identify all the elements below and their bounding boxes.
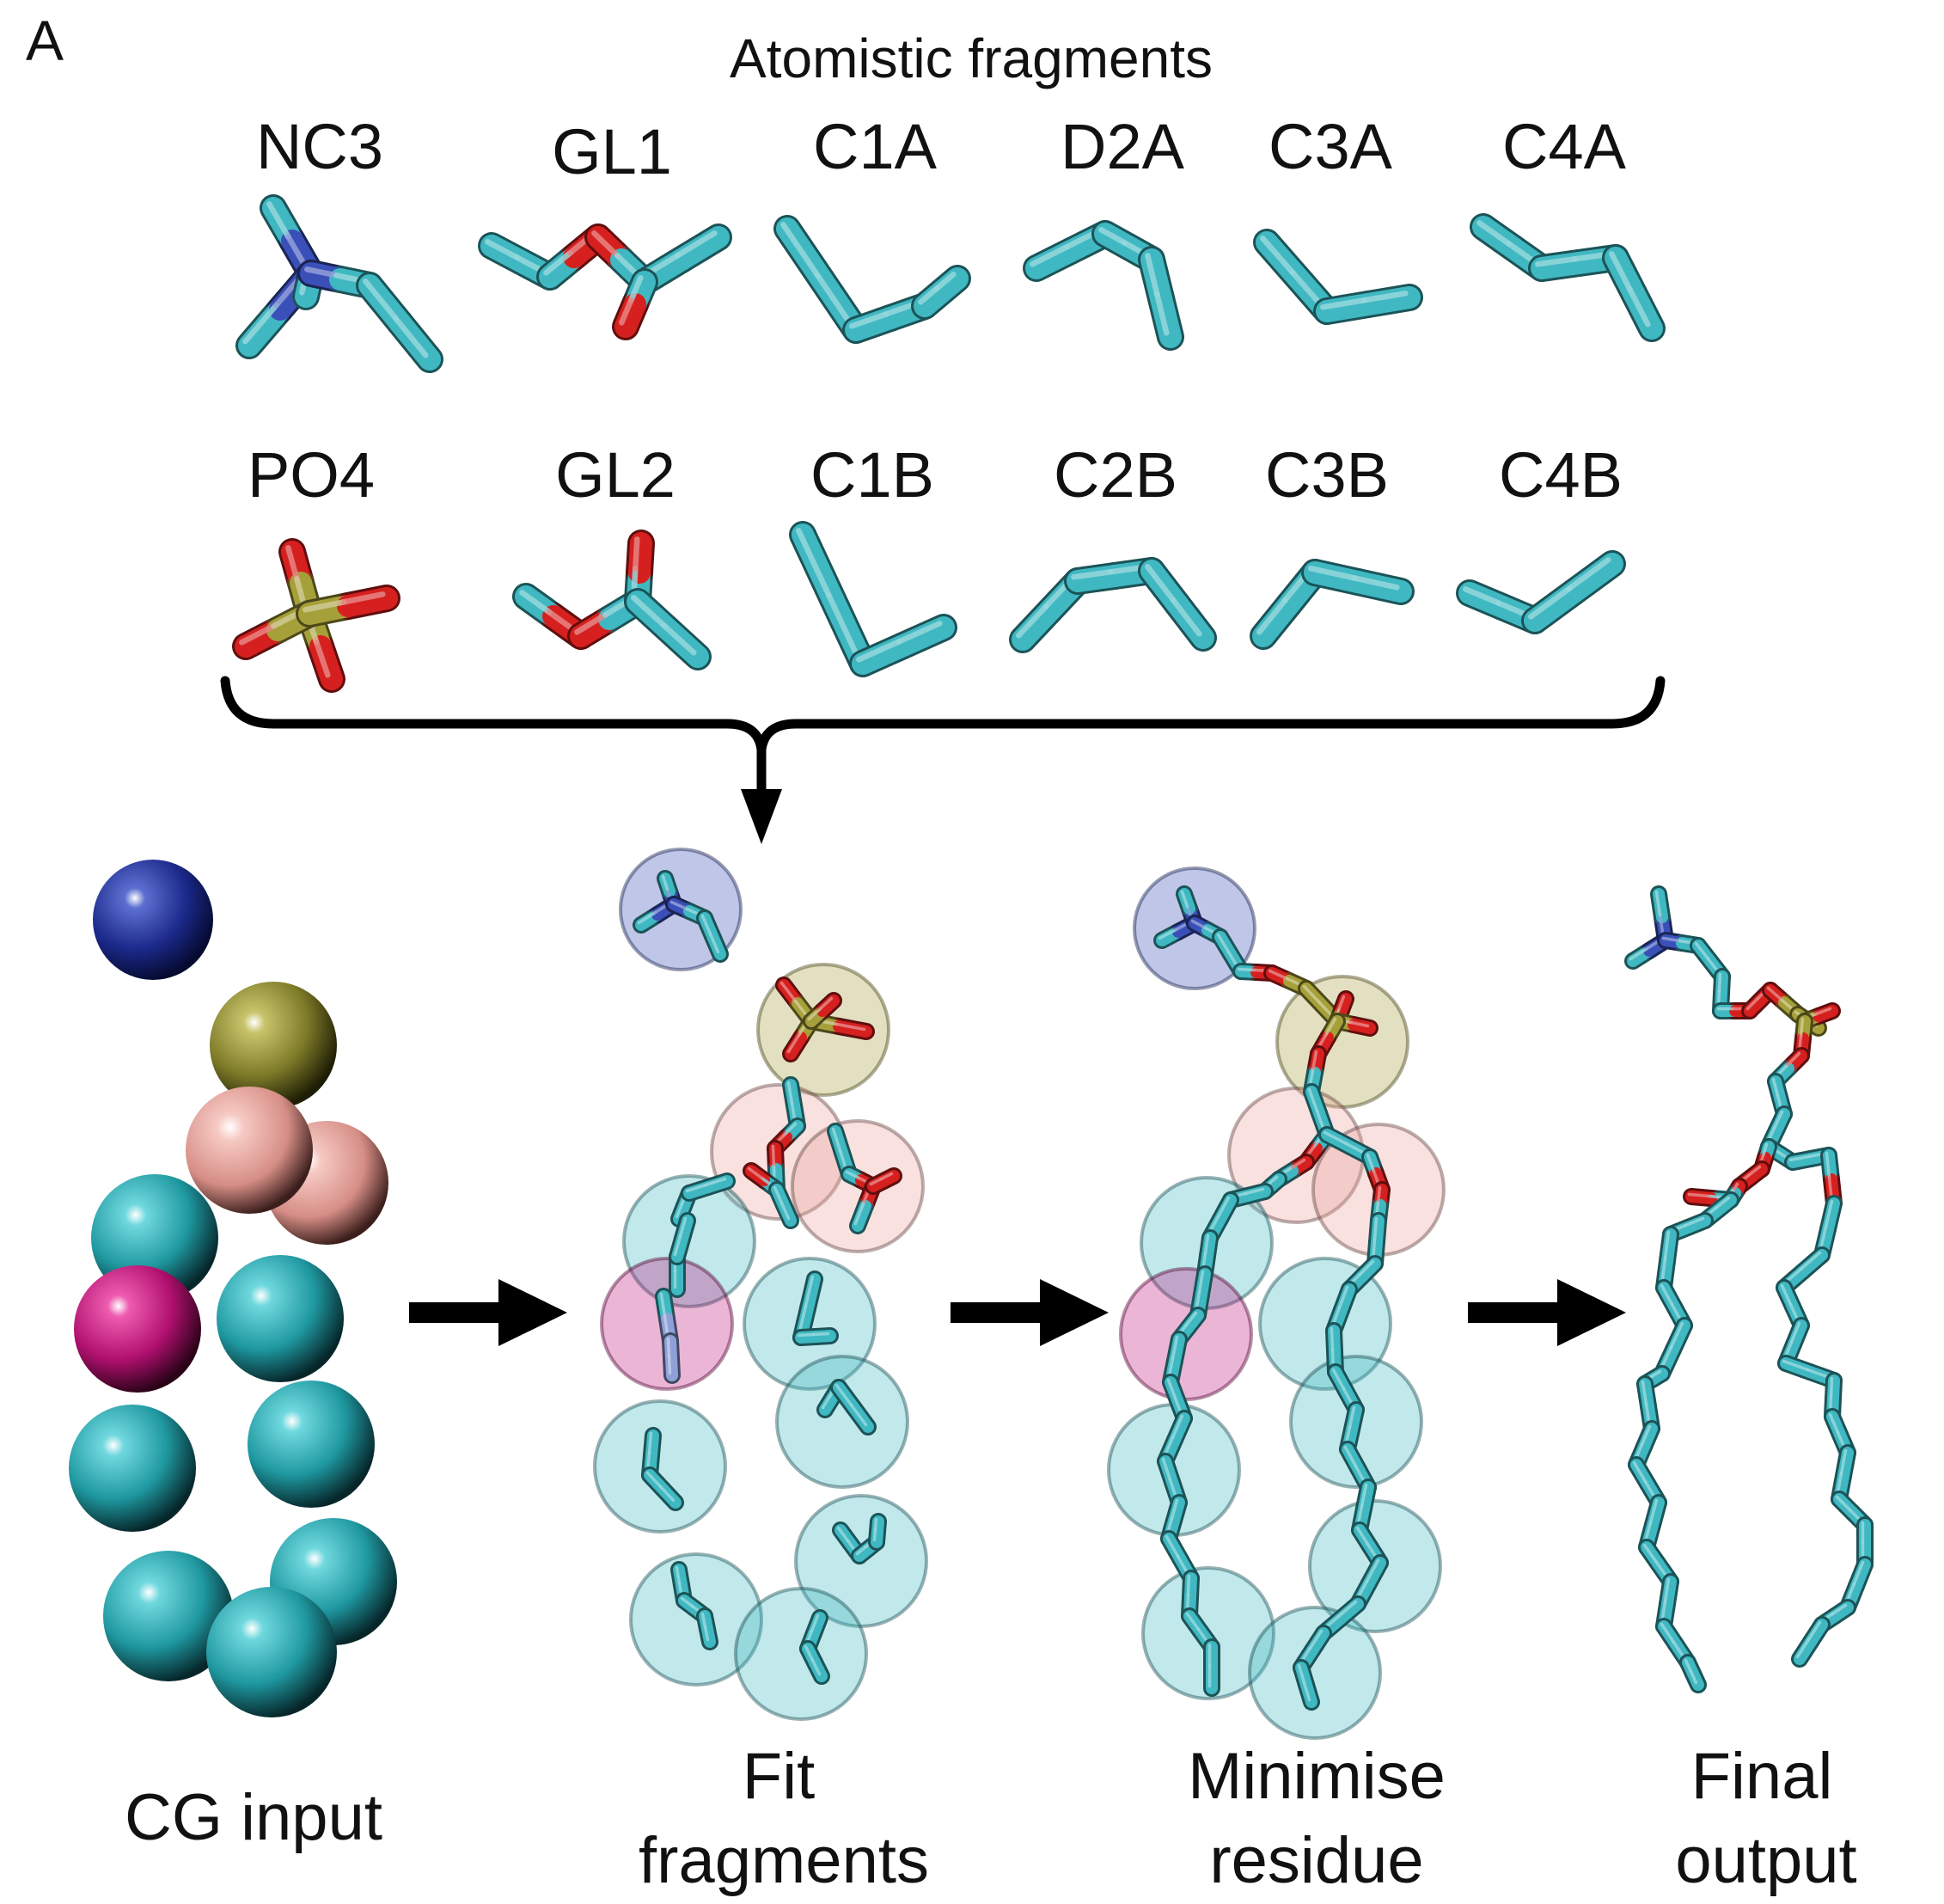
ghost-bead-c4b — [1248, 1606, 1382, 1740]
ghost-bead-c2b — [775, 1355, 909, 1489]
fragment-c4a — [1470, 213, 1666, 342]
minimise-residue-model — [1107, 866, 1446, 1740]
bead-c2b — [248, 1381, 375, 1508]
fragment-label-c4b: C4B — [1499, 439, 1623, 511]
fragment-label-c3b: C3B — [1265, 439, 1389, 511]
fragment-c3b — [1250, 559, 1415, 650]
bond-stick — [789, 521, 877, 677]
bead-gl1 — [186, 1087, 313, 1214]
bond-stick — [1602, 244, 1666, 342]
right-arrow-icon — [1557, 1279, 1626, 1346]
bead-po4 — [210, 982, 337, 1109]
bond-stick — [868, 1513, 887, 1551]
bond-stick — [696, 1607, 718, 1650]
stage-caption-minimise: Minimise — [1188, 1740, 1446, 1813]
right-arrow-icon — [1040, 1279, 1109, 1346]
fragment-label-nc3: NC3 — [256, 111, 383, 182]
process-arrow-1 — [409, 1279, 567, 1346]
cg-input-beads — [69, 860, 397, 1717]
final-output-model — [1624, 885, 1874, 1693]
fragment-label-c3a: C3A — [1268, 111, 1393, 182]
bond-stick — [356, 272, 443, 373]
bond-stick — [830, 1379, 877, 1436]
fragment-label-c2b: C2B — [1054, 439, 1177, 511]
right-arrow-icon — [498, 1279, 567, 1346]
bond-stick — [478, 232, 564, 291]
bond-stick — [296, 585, 400, 628]
process-arrow-3 — [1468, 1279, 1626, 1346]
fragment-label-d2a: D2A — [1061, 111, 1185, 182]
bond-stick — [1313, 284, 1423, 325]
fragment-label-c1a: C1A — [813, 111, 938, 182]
bead-nc3 — [93, 860, 213, 980]
bead-c4a — [103, 1551, 234, 1681]
bond-stick — [1293, 1659, 1320, 1711]
bond-stick — [612, 268, 658, 340]
bond-stick — [865, 1167, 902, 1195]
fragment-d2a — [1023, 220, 1184, 351]
bead-c3a — [69, 1405, 196, 1532]
fragment-label-gl1: GL1 — [552, 116, 672, 187]
merge-brace — [220, 676, 1666, 844]
fragment-c2b — [1009, 557, 1217, 653]
bond-stick — [1212, 928, 1250, 980]
panel-label: A — [26, 9, 64, 72]
stage-caption-fragments: fragments — [639, 1824, 929, 1897]
bond-stick — [641, 1466, 684, 1511]
bond-stick — [768, 1181, 799, 1229]
fragment-gl1 — [478, 223, 732, 340]
bond-stick — [1196, 1229, 1219, 1283]
bead-c1b — [217, 1255, 344, 1382]
bond-stick — [1655, 1279, 1693, 1334]
stage-caption-residue: residue — [1209, 1824, 1423, 1897]
bond-stick — [1824, 1372, 1843, 1425]
stage-caption-cg-input: CG input — [125, 1781, 382, 1854]
atomistic-fragments — [232, 194, 1666, 693]
down-arrow-icon — [741, 789, 782, 844]
bond-stick — [773, 215, 870, 344]
bond-stick — [803, 992, 842, 1030]
bead-d2a — [74, 1265, 201, 1393]
bond-stick — [911, 265, 971, 320]
bond-stick — [849, 614, 957, 677]
bond-stick — [792, 1327, 839, 1346]
header-title: Atomistic fragments — [730, 28, 1213, 89]
fragment-label-gl2: GL2 — [555, 439, 676, 511]
fragment-c1a — [773, 215, 971, 344]
bond-stick — [624, 588, 712, 670]
bond-stick — [696, 909, 729, 963]
process-arrow-2 — [951, 1279, 1109, 1346]
bead-c4b — [206, 1587, 337, 1717]
bond-stick — [799, 1640, 830, 1685]
fragment-label-c1b: C1B — [810, 439, 934, 511]
fragment-c4b — [1456, 550, 1626, 634]
stage-caption-output: output — [1675, 1824, 1856, 1897]
fragment-gl2 — [512, 530, 712, 670]
stage-caption-fit: Fit — [743, 1740, 815, 1813]
stage-caption-final: Final — [1691, 1740, 1833, 1813]
bond-stick — [669, 1212, 696, 1265]
bond-stick — [662, 1332, 681, 1384]
bond-stick — [1301, 559, 1415, 605]
fragment-c3a — [1253, 229, 1423, 325]
bond-stick — [1138, 246, 1184, 351]
fragment-label-c4a: C4A — [1502, 111, 1627, 182]
bond-stick — [1679, 1654, 1707, 1693]
bond-stick — [1203, 1638, 1220, 1697]
fragment-po4 — [232, 538, 400, 693]
fragment-label-po4: PO4 — [248, 439, 375, 511]
bond-stick — [1521, 550, 1626, 634]
bond-stick — [1791, 1616, 1831, 1668]
fit-fragments-model — [593, 848, 928, 1721]
bond-stick — [681, 1172, 736, 1202]
ghost-bead-c3a — [593, 1399, 727, 1534]
fragment-c1b — [789, 521, 957, 677]
fragment-nc3 — [235, 194, 443, 373]
bond-stick — [1253, 229, 1341, 325]
bond-stick — [1138, 557, 1217, 652]
